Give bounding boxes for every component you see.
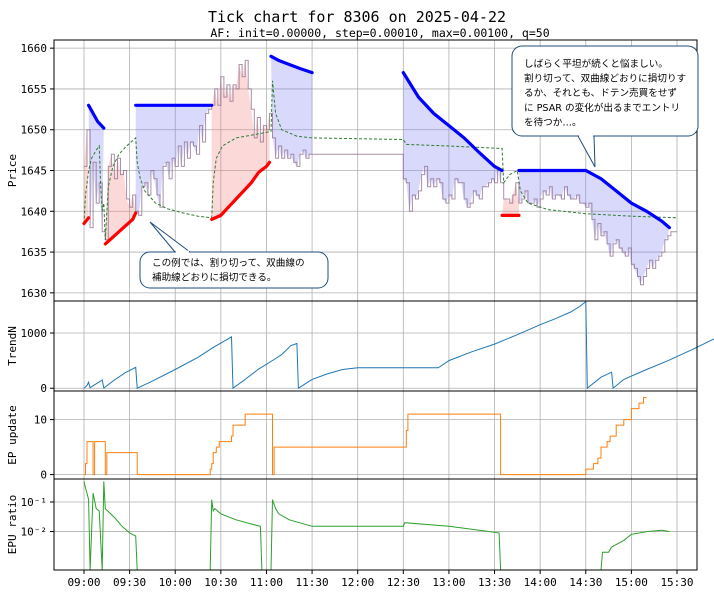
psar-bear-line xyxy=(269,54,314,75)
x-tick-label: 11:30 xyxy=(296,576,329,589)
x-tick-label: 12:00 xyxy=(341,576,374,589)
annotation-text-line: 割り切って、双曲線どおりに損切りす xyxy=(524,73,686,85)
y-tick-label: 0 xyxy=(40,382,47,395)
x-tick-label: 15:00 xyxy=(615,576,648,589)
y-axis-label-trendn: TrendN xyxy=(6,326,19,366)
psar-band-fill xyxy=(135,105,212,216)
chart-subtitle: AF: init=0.00000, step=0.00010, max=0.00… xyxy=(210,26,549,40)
hyperbola-guide-line xyxy=(83,80,678,240)
y-tick-label: 1660 xyxy=(21,42,48,55)
psar-band-fill xyxy=(211,60,270,220)
callout-tail xyxy=(577,135,596,168)
y-tick-label: 1640 xyxy=(21,205,48,218)
psar-bull-line xyxy=(103,211,138,246)
series-layer xyxy=(82,54,714,571)
chart-title: Tick chart for 8306 on 2025-04-22 xyxy=(208,8,506,26)
psar-bear-line xyxy=(87,103,106,130)
x-tick-label: 12:30 xyxy=(387,576,420,589)
y-tick-label: 1645 xyxy=(21,165,48,178)
x-tick-label: 13:30 xyxy=(478,576,511,589)
annotation-text-line: 補助線どおりに損切できる。 xyxy=(152,271,277,283)
y-axis-label-epu_ratio: EPU ratio xyxy=(6,495,19,555)
psar-bear-line xyxy=(401,71,504,173)
annotation-text-line: を待つか…。 xyxy=(524,116,582,128)
panel-frame-ep_update xyxy=(53,390,698,480)
y-axis-label-price: Price xyxy=(6,154,19,187)
y-tick-label: 10⁻² xyxy=(21,526,48,539)
x-tick-label: 10:30 xyxy=(204,576,237,589)
annotation-layer: しばらく平坦が続くと悩ましい。割り切って、双曲線どおりに損切りするか、それとも、… xyxy=(139,45,699,289)
price-line xyxy=(84,59,677,286)
callout-tail-joint xyxy=(176,250,189,254)
y-axis-label-ep_update: EP update xyxy=(6,405,19,465)
callout-tail xyxy=(149,221,192,253)
callout-box xyxy=(139,251,329,289)
annotation-text-line: しばらく平坦が続くと悩ましい。 xyxy=(524,58,668,70)
psar-band-fill xyxy=(518,170,670,285)
y-tick-label: 1655 xyxy=(21,83,48,96)
y-tick-label: 10 xyxy=(34,414,47,427)
y-tick-label: 1635 xyxy=(21,246,48,259)
trendn-line xyxy=(83,300,714,390)
annotation-text-line: に PSAR の変化が出るまでエントリ xyxy=(524,102,680,114)
y-tick-label: 1630 xyxy=(21,287,48,300)
y-tick-label: 0 xyxy=(40,469,47,482)
psar-bear-line xyxy=(517,168,671,230)
y-tick-label: 10⁻¹ xyxy=(21,496,48,509)
psar-bull-line xyxy=(82,216,91,226)
x-tick-label: 10:00 xyxy=(159,576,192,589)
psar-band-fill xyxy=(84,129,89,224)
epu_ratio-line xyxy=(83,481,670,571)
panel-frame-epu_ratio xyxy=(53,478,698,571)
x-tick-label: 11:00 xyxy=(250,576,283,589)
annotation-callout: しばらく平坦が続くと悩ましい。割り切って、双曲線どおりに損切りするか、それとも、… xyxy=(511,45,699,168)
x-tick-label: 14:30 xyxy=(569,576,602,589)
annotation-text-line: この例では、割り切って、双曲線の xyxy=(152,257,305,269)
x-tick-label: 14:00 xyxy=(524,576,557,589)
x-tick-label: 13:00 xyxy=(432,576,465,589)
annotation-text-line: るか、それとも、ドテン売買をせず xyxy=(524,87,677,99)
psar-band-fill xyxy=(502,182,519,216)
x-tick-label: 09:00 xyxy=(67,576,100,589)
x-tick-label: 09:30 xyxy=(113,576,146,589)
x-tick-label: 15:30 xyxy=(660,576,693,589)
callout-tail-joint xyxy=(579,134,593,138)
axis-layer: 09:00 09:30 10:00 10:30 11:00 11:30 12:00 12:30… xyxy=(6,42,694,589)
ep_update-line xyxy=(84,397,647,476)
y-tick-label: 1000 xyxy=(21,327,48,340)
grid-layer xyxy=(54,40,697,570)
callout-box xyxy=(511,45,699,137)
psar-band-fill xyxy=(271,56,313,167)
y-tick-label: 1650 xyxy=(21,124,48,137)
psar-bull-line xyxy=(210,160,272,221)
